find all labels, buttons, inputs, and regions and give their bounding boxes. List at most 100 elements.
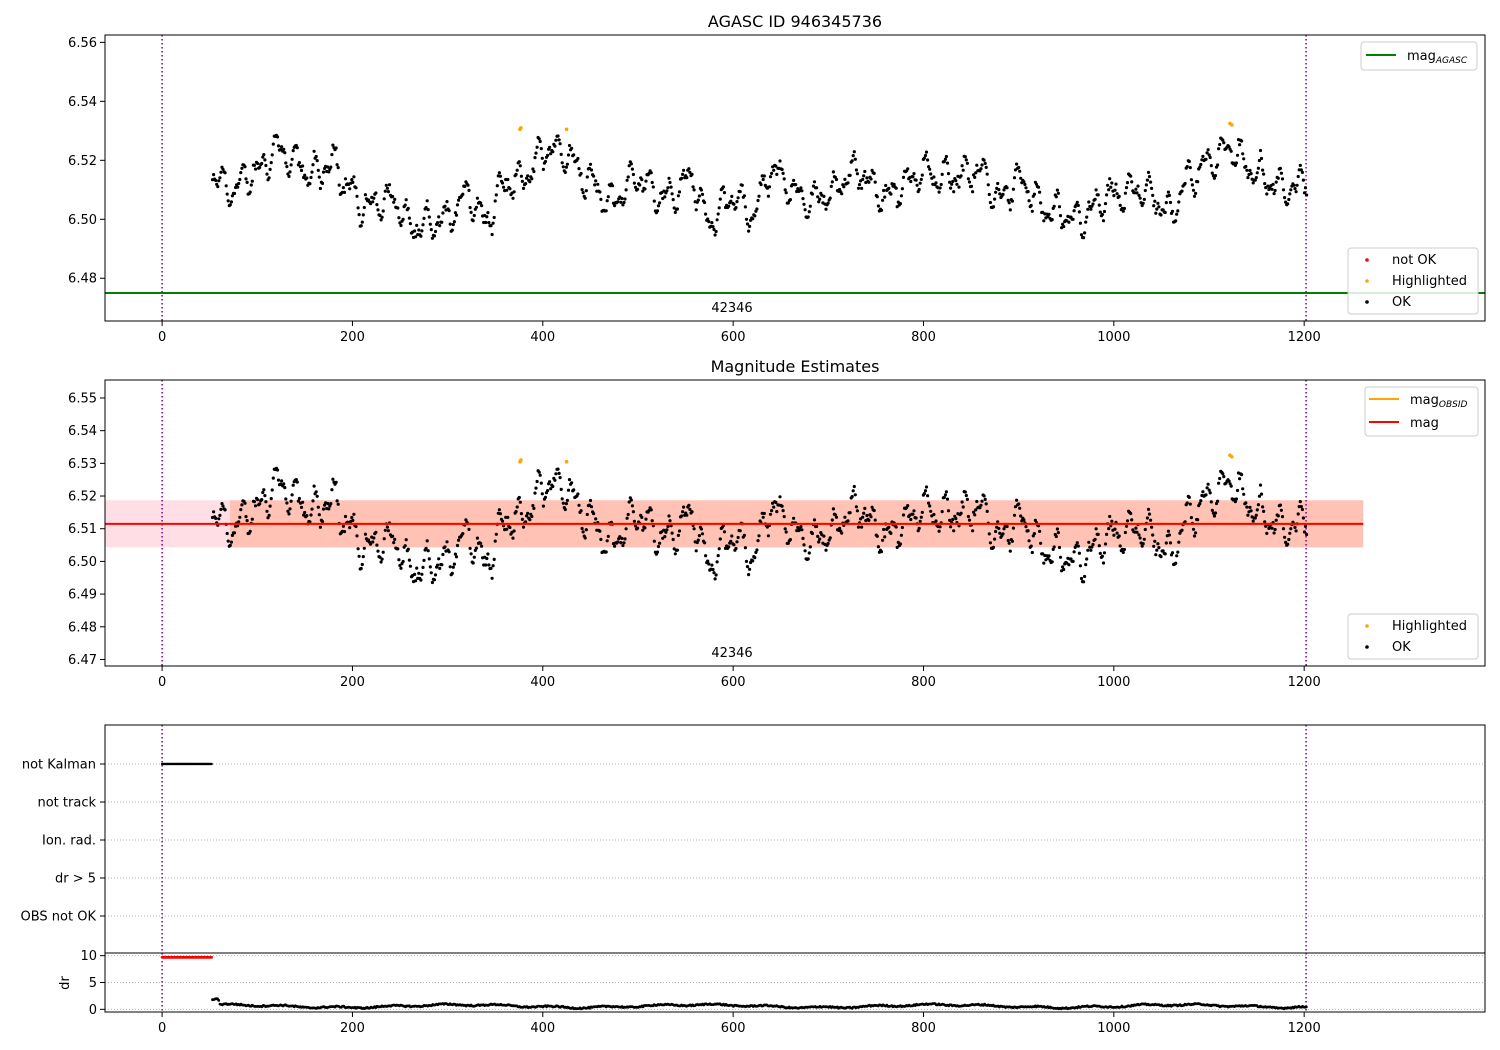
ok-point	[285, 165, 289, 169]
highlighted-point	[564, 459, 569, 464]
ok-point	[946, 509, 951, 513]
ok-point	[1012, 176, 1017, 180]
ok-point	[530, 514, 534, 519]
ok-point	[244, 177, 248, 181]
ok-point	[699, 188, 704, 192]
ok-point	[854, 168, 859, 172]
dr-xticks-label: 800	[911, 1021, 936, 1036]
ok-point	[1241, 152, 1245, 156]
ok-point	[217, 517, 221, 521]
dr-ok-point	[1304, 1005, 1308, 1009]
ok-point	[666, 524, 670, 529]
ok-point	[1249, 172, 1253, 176]
ok-point	[938, 186, 942, 190]
ok-point	[1283, 535, 1287, 539]
ok-point	[988, 200, 993, 205]
ok-point	[1201, 490, 1205, 494]
ok-point	[236, 185, 240, 189]
ok-point	[559, 152, 563, 156]
ok-point	[830, 518, 834, 522]
highlighted-point	[519, 126, 523, 130]
ok-point	[314, 490, 318, 494]
ok-point	[1270, 187, 1274, 191]
ok-point	[248, 190, 252, 194]
estimates-panel: Magnitude Estimates 6.47 6.48 6.49 6.50 6.51…	[68, 357, 1486, 690]
ok-point	[1112, 533, 1116, 537]
estimates-legend-highlighted-label: Highlighted	[1392, 619, 1467, 634]
ok-point	[1261, 505, 1265, 509]
ok-point	[589, 168, 594, 172]
ok-point	[1134, 187, 1138, 191]
ok-point	[1005, 524, 1009, 529]
ok-point	[632, 519, 637, 523]
ok-point	[983, 497, 987, 501]
ok-point	[228, 203, 232, 207]
agasc-axes-frame	[104, 34, 1486, 322]
ok-point	[1218, 142, 1222, 147]
ok-point	[851, 489, 855, 493]
ok-point	[396, 206, 400, 210]
estimates-legend-lines: magOBSID mag	[1364, 386, 1479, 437]
ok-point	[710, 221, 714, 225]
ok-point	[1007, 541, 1011, 545]
ok-point	[236, 524, 240, 528]
ok-point	[673, 210, 677, 214]
estimates-yticks-label: 6.50	[68, 555, 97, 570]
ok-point	[361, 555, 365, 559]
ok-point	[670, 192, 674, 196]
ok-point	[1108, 514, 1112, 519]
ok-point	[316, 505, 320, 509]
ok-point	[873, 518, 877, 522]
ok-point	[1257, 494, 1261, 498]
ok-point	[309, 175, 313, 180]
ok-point	[1151, 193, 1155, 197]
ok-point	[1129, 511, 1133, 516]
ok-point	[1089, 548, 1093, 552]
ok-point	[1102, 551, 1107, 555]
ok-point	[606, 534, 610, 539]
ok-point	[454, 213, 459, 217]
ok-point	[1206, 482, 1210, 486]
ok-point	[1125, 519, 1130, 523]
ok-point	[767, 185, 772, 189]
ok-point	[919, 177, 923, 181]
ok-point	[218, 176, 222, 180]
ok-point	[1217, 147, 1221, 151]
ok-point	[1189, 178, 1193, 182]
ok-point	[406, 206, 410, 210]
ok-point	[1283, 196, 1287, 200]
ok-point	[1238, 477, 1242, 481]
ok-point	[554, 472, 558, 476]
flags-boundaries-layer	[161, 725, 1307, 953]
ok-point	[713, 233, 717, 237]
ok-point	[971, 190, 975, 194]
ok-point	[258, 502, 262, 506]
ok-point	[1235, 153, 1240, 157]
ok-point	[558, 476, 562, 480]
ok-point	[1121, 209, 1125, 213]
ok-point	[436, 563, 440, 567]
ok-point	[1078, 221, 1082, 225]
ok-point	[1114, 182, 1118, 186]
ok-point	[1012, 513, 1017, 517]
ok-point	[355, 534, 359, 538]
ok-point	[294, 478, 298, 482]
ok-point	[419, 578, 423, 582]
ok-point	[404, 198, 408, 202]
ok-point	[1042, 219, 1046, 223]
ok-point	[665, 528, 669, 532]
ok-point	[1157, 546, 1161, 550]
ok-point	[914, 516, 918, 520]
agasc-boundaries-layer	[161, 35, 1307, 321]
ok-point	[685, 176, 689, 180]
ok-point	[1072, 550, 1076, 554]
ok-point	[1062, 225, 1066, 229]
ok-point	[1301, 516, 1305, 520]
ok-point	[663, 195, 667, 199]
ok-point	[420, 229, 424, 233]
ok-point	[489, 566, 493, 571]
ok-point	[265, 172, 269, 176]
ok-point	[627, 500, 631, 504]
ok-point	[860, 186, 864, 190]
ok-point	[865, 513, 869, 518]
